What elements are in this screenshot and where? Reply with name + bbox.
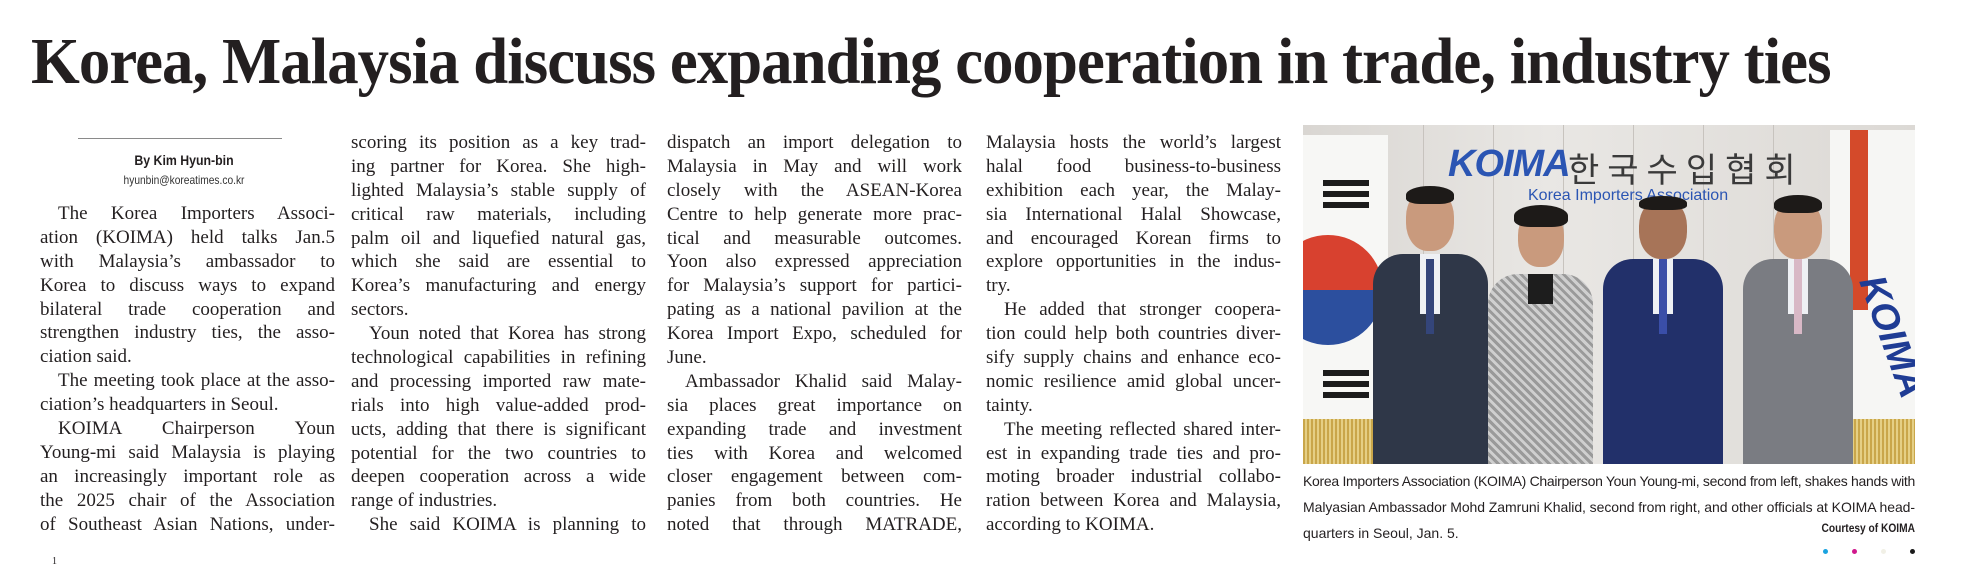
article-column-2: scoring its position as a key trad-ing p… xyxy=(351,131,646,537)
text-line: with Malaysia’s ambassador to xyxy=(40,250,335,272)
text-line: strengthen industry ties, the asso- xyxy=(40,322,335,344)
wall-sign-korean: 한국수입협회 xyxy=(1568,151,1804,191)
text-line: Centre to help generate more prac- xyxy=(667,203,962,225)
text-line: Korea’s manufacturing and energy xyxy=(351,275,646,297)
text-line: June. xyxy=(667,347,707,369)
text-line: tical and measurable outcomes. xyxy=(667,227,962,249)
text-line: exhibition each year, the Malay- xyxy=(986,179,1281,201)
article-column-3: dispatch an import delegation to Malaysia… xyxy=(667,131,962,537)
text-line: Youn noted that Korea has strong xyxy=(369,323,646,345)
text-line: ation (KOIMA) held talks Jan.5 xyxy=(40,226,335,248)
article-column-4: Malaysia hosts the world’s largest halal … xyxy=(986,131,1281,537)
text-line: and processing imported raw mate- xyxy=(351,370,646,392)
text-line: Korea Importers Association (KOIMA) Chai… xyxy=(1303,473,1915,489)
page-number: 1 xyxy=(52,556,57,567)
text-line: ration between Korea and Malaysia, xyxy=(986,490,1281,512)
text-line: He added that stronger coopera- xyxy=(1004,299,1281,321)
text-line: lighted Malaysia’s stable supply of xyxy=(351,179,646,201)
text-line: ing partner for Korea. She high- xyxy=(351,155,646,177)
text-line: for Malaysia’s support for partici- xyxy=(667,275,962,297)
byline-author: By Kim Hyun-bin xyxy=(134,152,234,168)
text-line: the 2025 chair of the Association xyxy=(40,489,335,511)
text-line: according to KOIMA. xyxy=(986,514,1155,536)
text-line: quarters in Seoul, Jan. 5. xyxy=(1303,525,1459,541)
text-line: an increasingly important role as xyxy=(40,465,335,487)
text-line: closely with the ASEAN-Korea xyxy=(667,179,962,201)
text-line: technological capabilities in refining xyxy=(351,347,646,369)
text-line: range of industries. xyxy=(351,490,498,512)
person-1 xyxy=(1373,186,1488,464)
text-line: Ambassador Khalid said Malay- xyxy=(685,370,962,392)
byline-divider xyxy=(78,138,282,139)
text-line: try. xyxy=(986,275,1011,297)
text-line: expanding trade and investment xyxy=(667,418,962,440)
byline-email: hyunbin@koreatimes.co.kr xyxy=(123,173,245,187)
person-3 xyxy=(1603,196,1723,464)
text-line: scoring its position as a key trad- xyxy=(351,132,646,153)
text-line: sify supply chains and enhance eco- xyxy=(986,347,1281,369)
text-line: palm oil and liquefied natural gas, xyxy=(351,227,646,249)
article-column-1: The Korea Importers Associ-ation (KOIMA)… xyxy=(40,202,335,536)
text-line: panies from both countries. He xyxy=(667,490,962,512)
text-line: potential for the two countries to xyxy=(351,442,646,464)
photo-caption: Korea Importers Association (KOIMA) Chai… xyxy=(1303,468,1915,546)
text-line: ucts, adding that there is significant xyxy=(351,418,646,440)
text-line: of Southeast Asian Nations, under- xyxy=(40,513,335,535)
headline: Korea, Malaysia discuss expanding cooper… xyxy=(31,25,1832,98)
person-4 xyxy=(1743,195,1853,464)
text-line: est in expanding trade ties and pro- xyxy=(986,442,1281,464)
text-line: pating as a national pavilion at the xyxy=(667,299,962,321)
text-line: Korea to discuss ways to expand xyxy=(40,274,335,296)
text-line: tion could help both countries diver- xyxy=(986,323,1281,345)
text-line: and encouraged Korean firms to xyxy=(986,227,1281,249)
text-line: dispatch an import delegation to xyxy=(667,132,962,153)
text-line: closer engagement between com- xyxy=(667,466,962,488)
text-line: rials into high value-added prod- xyxy=(351,394,646,416)
text-line: Malyasian Ambassador Mohd Zamruni Khalid… xyxy=(1303,499,1915,515)
text-line: Korea Import Expo, scheduled for xyxy=(667,323,962,345)
text-line: She said KOIMA is planning to xyxy=(369,514,646,536)
text-line: critical raw materials, including xyxy=(351,203,646,225)
person-2 xyxy=(1488,205,1593,464)
text-line: moting broader industrial collabo- xyxy=(986,466,1281,488)
text-line: noted that through MATRADE, xyxy=(667,514,962,536)
registration-mark-yellow xyxy=(1881,549,1886,554)
registration-mark-cyan xyxy=(1823,549,1828,554)
text-line: Malaysia hosts the world’s largest xyxy=(986,132,1281,153)
text-line: Yoon also expressed appreciation xyxy=(667,251,962,273)
registration-mark-black xyxy=(1910,549,1915,554)
text-line: ties with Korea and welcomed xyxy=(667,442,962,464)
text-line: halal food business-to-business xyxy=(986,155,1281,177)
text-line: sia International Halal Showcase, xyxy=(986,203,1281,225)
text-line: tainty. xyxy=(986,394,1033,416)
text-line: The meeting reflected shared inter- xyxy=(1004,418,1281,440)
koima-logo: KOIMA xyxy=(1448,143,1571,185)
text-line: The meeting took place at the asso- xyxy=(58,370,335,392)
text-line: ciation said. xyxy=(40,346,132,368)
text-line: explore opportunities in the indus- xyxy=(986,251,1281,273)
text-line: The Korea Importers Associ- xyxy=(58,203,335,224)
text-line: sia places great importance on xyxy=(667,394,962,416)
text-line: Malaysia in May and will work xyxy=(667,155,962,177)
text-line: Young-mi said Malaysia is playing xyxy=(40,441,335,463)
text-line: deepen cooperation across a wide xyxy=(351,466,646,488)
text-line: sectors. xyxy=(351,299,409,321)
text-line: bilateral trade cooperation and xyxy=(40,298,335,320)
text-line: KOIMA Chairperson Youn xyxy=(58,418,335,440)
text-line: nomic resilience amid global uncer- xyxy=(986,370,1281,392)
news-photo: KOIMA KOIMA 한국수입협회 Korea Importers Assoc… xyxy=(1303,125,1915,464)
text-line: which she said are essential to xyxy=(351,251,646,273)
photo-credit: Courtesy of KOIMA xyxy=(1821,521,1915,535)
text-line: ciation’s headquarters in Seoul. xyxy=(40,394,279,416)
registration-mark-magenta xyxy=(1852,549,1857,554)
